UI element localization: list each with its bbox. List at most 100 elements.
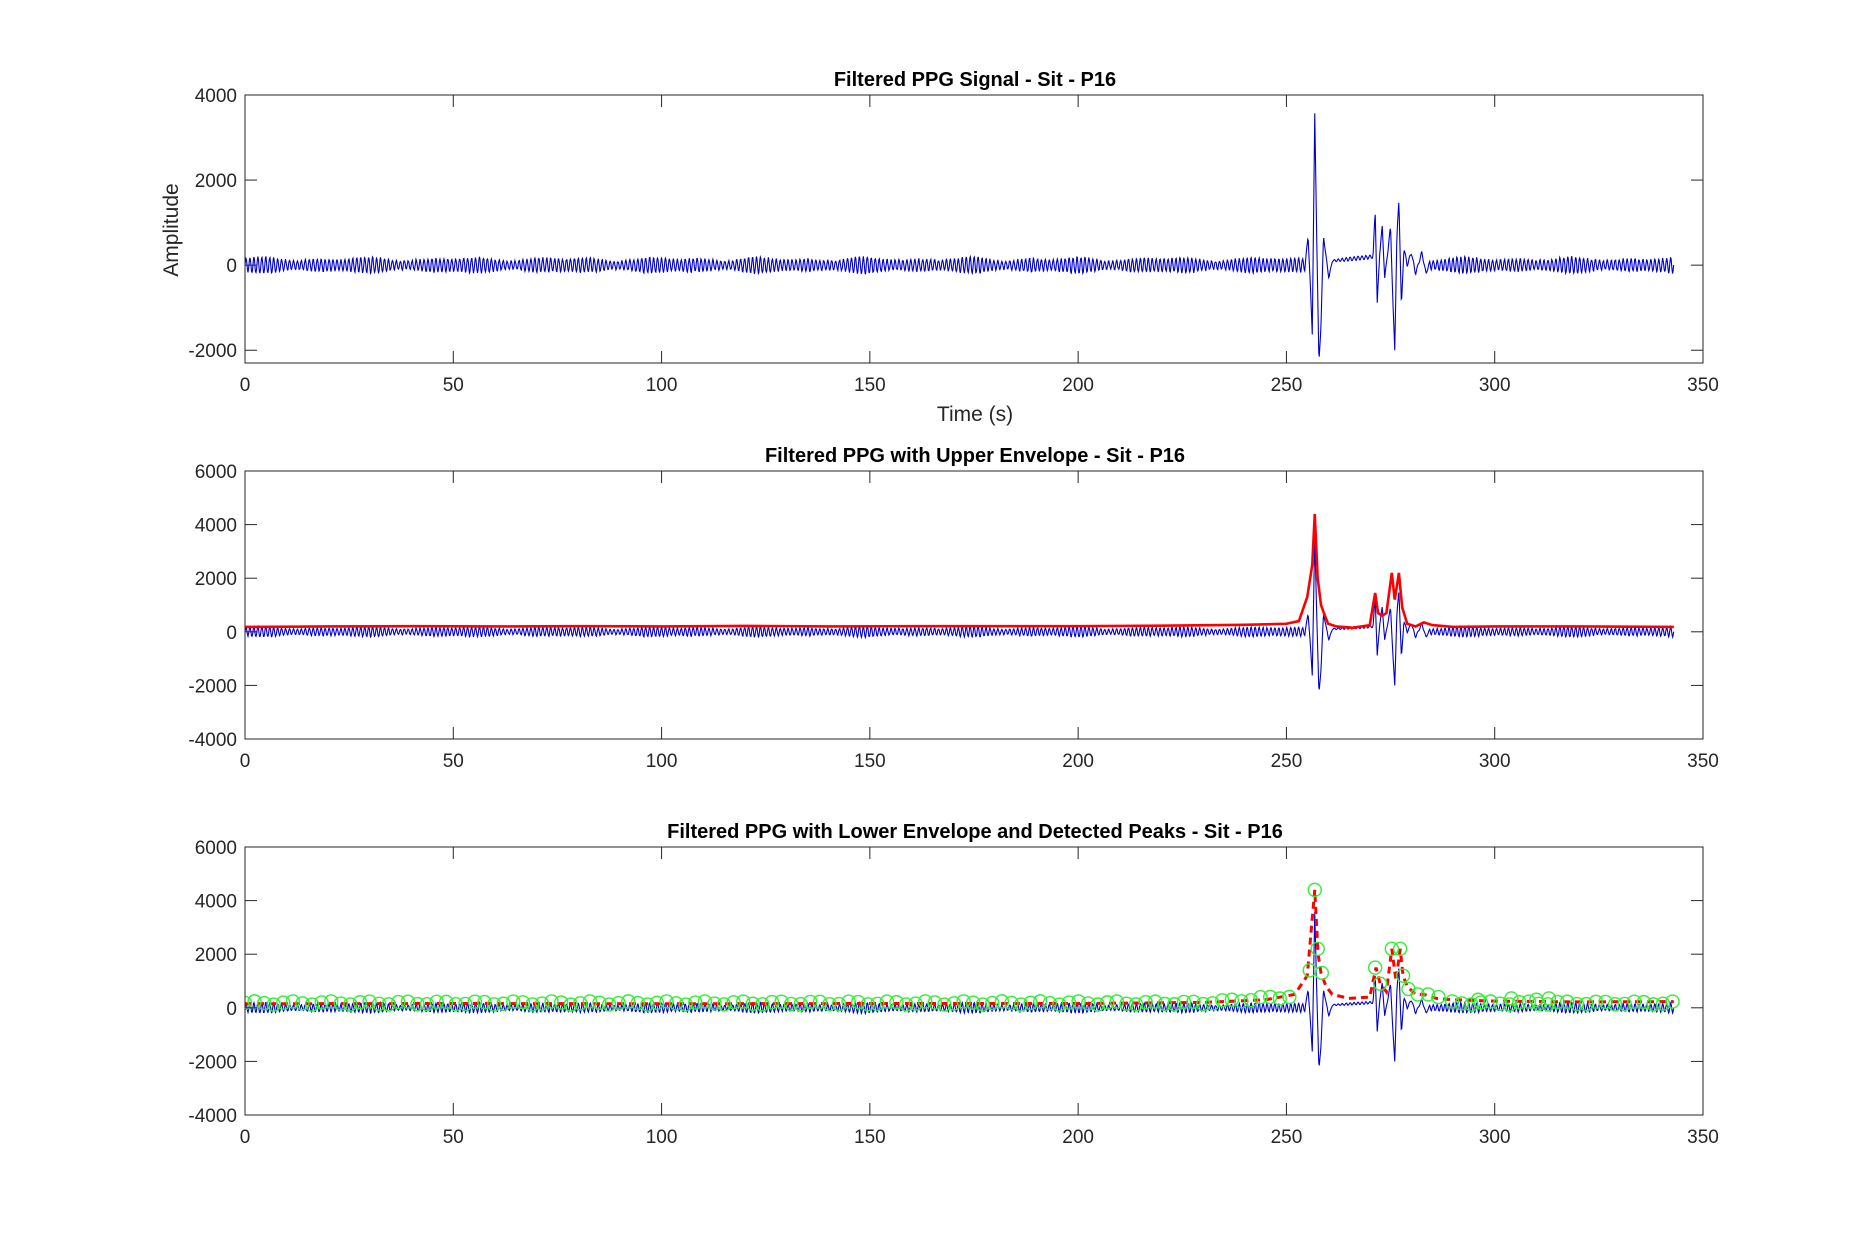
series-signal-line xyxy=(245,536,1675,690)
y-tick-label: 4000 xyxy=(195,516,237,537)
peak-marker xyxy=(918,994,933,1009)
peak-marker xyxy=(582,994,598,1009)
peak-marker xyxy=(879,994,895,1009)
peak-marker xyxy=(1367,960,1383,975)
x-tick-label: 350 xyxy=(1687,1127,1719,1148)
peak-marker xyxy=(1004,995,1019,1011)
peak-marker xyxy=(707,996,722,1011)
y-tick-label: 0 xyxy=(226,999,237,1020)
axes-box xyxy=(244,470,1704,740)
peak-marker xyxy=(1410,987,1425,1002)
peak-marker xyxy=(256,995,272,1011)
peak-marker xyxy=(266,997,281,1012)
plot-area xyxy=(245,471,1703,739)
peak-marker xyxy=(1071,994,1086,1009)
peak-marker xyxy=(439,994,454,1010)
peak-marker xyxy=(889,995,904,1010)
peak-marker xyxy=(1272,991,1287,1006)
peak-marker xyxy=(697,994,713,1009)
peak-marker xyxy=(726,995,741,1010)
peak-marker xyxy=(688,995,703,1010)
peak-marker xyxy=(621,994,636,1009)
peak-marker xyxy=(1445,994,1460,1009)
peak-marker xyxy=(1569,996,1584,1012)
peak-marker xyxy=(736,994,751,1009)
y-tick-label: 6000 xyxy=(195,462,237,483)
peak-marker xyxy=(352,995,368,1010)
peak-marker xyxy=(898,997,914,1012)
peak-marker xyxy=(822,996,837,1012)
peak-marker xyxy=(1607,997,1623,1012)
y-tick-label: 0 xyxy=(226,256,237,277)
peak-marker xyxy=(1090,997,1105,1012)
peak-marker xyxy=(573,996,588,1011)
plot-area xyxy=(245,847,1703,1115)
peak-marker xyxy=(793,997,808,1012)
peak-marker xyxy=(1128,997,1144,1012)
x-tick-label: 50 xyxy=(443,375,464,396)
peak-marker xyxy=(1636,994,1652,1010)
peak-marker xyxy=(391,994,406,1010)
peak-marker xyxy=(1302,963,1317,978)
peak-marker xyxy=(1119,996,1134,1011)
peak-marker xyxy=(371,996,387,1012)
peak-marker xyxy=(1470,992,1486,1007)
peak-marker xyxy=(1052,997,1067,1012)
axes-box xyxy=(244,846,1704,1116)
peak-marker xyxy=(1157,996,1172,1012)
peak-marker xyxy=(410,996,425,1012)
peak-marker xyxy=(304,997,320,1012)
peak-marker xyxy=(1262,989,1278,1005)
y-tick-label: 4000 xyxy=(195,86,237,107)
peak-marker xyxy=(333,996,349,1011)
peak-marker xyxy=(314,995,329,1010)
x-tick-label: 300 xyxy=(1479,1127,1511,1148)
peak-marker xyxy=(1384,941,1400,957)
peak-marker xyxy=(544,994,559,1009)
peak-marker xyxy=(496,996,511,1011)
peak-marker xyxy=(458,996,473,1012)
peak-marker xyxy=(1307,882,1322,898)
x-tick-label: 100 xyxy=(646,375,678,396)
peak-marker xyxy=(1655,996,1671,1011)
plot-content xyxy=(245,113,1675,357)
peak-marker xyxy=(640,997,655,1012)
peak-marker xyxy=(1234,994,1249,1009)
axes-box xyxy=(244,94,1704,364)
plot-content xyxy=(245,882,1680,1066)
peak-marker xyxy=(630,995,646,1011)
peak-marker xyxy=(1541,991,1557,1006)
peak-marker xyxy=(1473,995,1489,1010)
peak-marker xyxy=(659,994,674,1009)
peak-marker xyxy=(563,997,578,1012)
x-tick-label: 200 xyxy=(1062,751,1094,772)
peak-marker xyxy=(601,997,617,1012)
peak-marker xyxy=(774,994,789,1009)
peak-marker xyxy=(1310,941,1325,957)
peak-marker xyxy=(1167,997,1182,1012)
peak-marker xyxy=(343,997,358,1012)
peak-marker xyxy=(649,995,665,1010)
peak-marker xyxy=(429,994,444,1010)
peak-marker xyxy=(1392,941,1408,957)
peak-marker xyxy=(937,997,952,1012)
peak-marker xyxy=(956,994,971,1009)
x-tick-label: 150 xyxy=(854,375,886,396)
peak-marker xyxy=(1617,996,1632,1012)
peak-marker xyxy=(1080,996,1096,1011)
x-tick-label: 250 xyxy=(1271,375,1303,396)
peak-marker xyxy=(1243,992,1259,1008)
y-tick-label: -4000 xyxy=(188,1106,237,1127)
x-tick-label: 350 xyxy=(1687,375,1719,396)
peak-marker xyxy=(1579,996,1594,1012)
peak-marker xyxy=(1253,989,1268,1005)
peak-marker xyxy=(1598,994,1613,1010)
peak-marker xyxy=(1559,994,1575,1009)
peak-marker xyxy=(927,995,943,1010)
peak-marker xyxy=(1502,997,1517,1012)
series-upper-envelope-line xyxy=(245,513,1674,630)
chart-title: Filtered PPG with Upper Envelope - Sit -… xyxy=(765,445,1185,467)
peak-marker xyxy=(946,996,962,1011)
peak-marker xyxy=(755,997,770,1012)
